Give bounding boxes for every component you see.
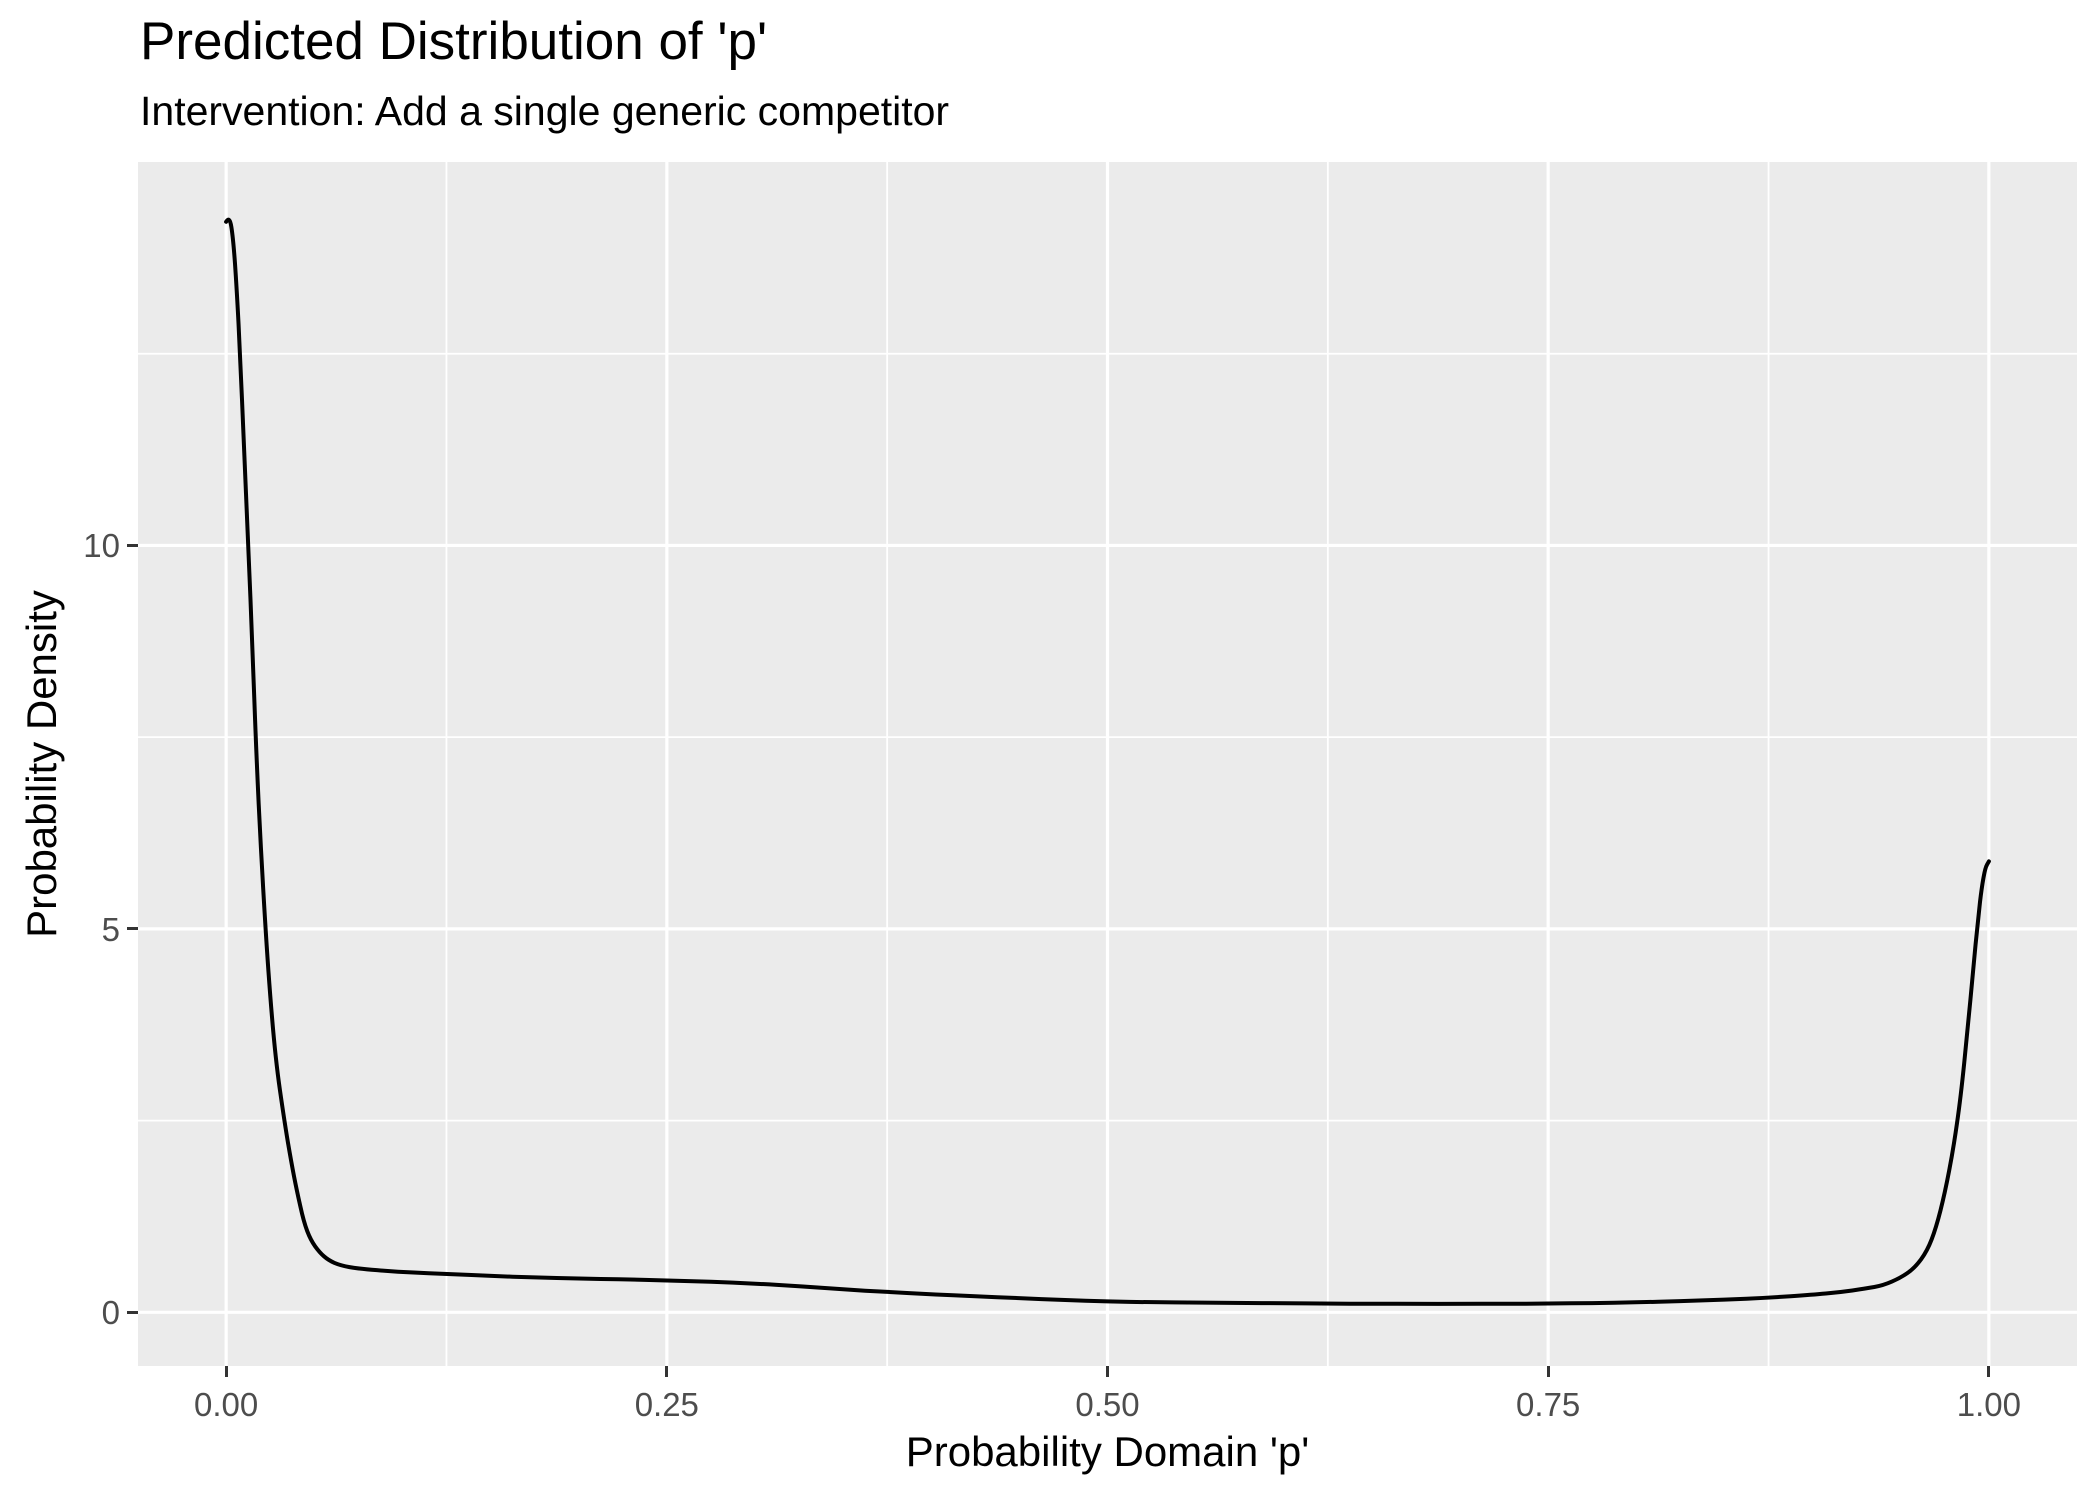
density-curve xyxy=(224,217,1991,1306)
x-tick-mark xyxy=(665,1366,669,1377)
x-tick-mark xyxy=(224,1366,228,1377)
x-tick-label: 1.00 xyxy=(1956,1386,2021,1423)
density-curve-svg xyxy=(138,162,2077,1366)
x-tick-mark xyxy=(1546,1366,1550,1377)
y-tick-label: 0 xyxy=(101,1294,120,1332)
x-tick-mark xyxy=(1106,1366,1109,1377)
y-tick-mark xyxy=(127,543,138,547)
plot-panel xyxy=(138,162,2077,1366)
y-axis-title: Probability Density xyxy=(18,590,65,938)
y-tick-label: 10 xyxy=(83,527,120,565)
plot-subtitle: Intervention: Add a single generic compe… xyxy=(140,88,950,134)
x-tick-label: 0.00 xyxy=(194,1386,259,1423)
y-tick-label: 5 xyxy=(101,910,120,948)
x-tick-label: 0.50 xyxy=(1075,1386,1140,1423)
x-tick-label: 0.75 xyxy=(1516,1386,1581,1423)
x-axis-title: Probability Domain 'p' xyxy=(905,1428,1310,1475)
x-tick-mark xyxy=(1987,1366,1991,1377)
plot-title: Predicted Distribution of 'p' xyxy=(140,12,768,71)
x-tick-label: 0.25 xyxy=(634,1386,699,1423)
y-tick-mark xyxy=(127,927,138,931)
y-tick-mark xyxy=(127,1310,138,1314)
